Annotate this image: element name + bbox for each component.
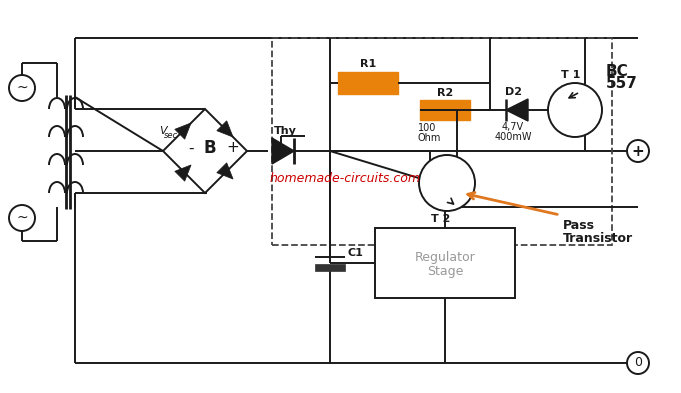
Text: Pass: Pass <box>563 219 595 232</box>
Text: Regulator: Regulator <box>415 252 475 264</box>
Bar <box>420 100 470 120</box>
Circle shape <box>9 75 35 101</box>
Polygon shape <box>217 121 233 137</box>
Text: T 1: T 1 <box>561 70 581 80</box>
Polygon shape <box>217 163 233 179</box>
Text: 400mW: 400mW <box>494 132 532 142</box>
Text: Transistor: Transistor <box>563 232 633 245</box>
Text: Thy: Thy <box>274 126 296 136</box>
Text: homemade-circuits.com: homemade-circuits.com <box>270 171 420 184</box>
Text: Ohm: Ohm <box>418 133 441 143</box>
Polygon shape <box>175 165 191 181</box>
Text: R2: R2 <box>437 88 453 98</box>
Bar <box>375 228 515 298</box>
Circle shape <box>548 83 602 137</box>
Text: Stage: Stage <box>427 264 463 277</box>
Polygon shape <box>175 123 191 139</box>
Circle shape <box>627 140 649 162</box>
Text: R1: R1 <box>360 59 376 69</box>
Text: 4,7V: 4,7V <box>502 122 524 132</box>
Text: BC: BC <box>606 64 629 79</box>
Text: +: + <box>227 141 240 156</box>
Text: ~: ~ <box>16 81 28 95</box>
Bar <box>272 38 612 245</box>
Circle shape <box>627 352 649 374</box>
Text: T 2: T 2 <box>431 214 451 224</box>
Text: V: V <box>159 126 167 136</box>
Text: 557: 557 <box>606 75 638 90</box>
Polygon shape <box>506 99 528 121</box>
Text: -: - <box>188 141 194 156</box>
Text: B: B <box>204 139 217 157</box>
Circle shape <box>9 205 35 231</box>
Bar <box>315 264 345 271</box>
Text: ~: ~ <box>16 211 28 225</box>
Text: +: + <box>631 143 644 158</box>
Text: sec: sec <box>164 130 178 140</box>
Text: 0: 0 <box>634 356 642 369</box>
Polygon shape <box>272 138 294 164</box>
Text: D2: D2 <box>505 87 522 97</box>
Text: C1: C1 <box>348 248 364 258</box>
Circle shape <box>419 155 475 211</box>
Bar <box>338 72 398 94</box>
Text: 100: 100 <box>418 123 437 133</box>
